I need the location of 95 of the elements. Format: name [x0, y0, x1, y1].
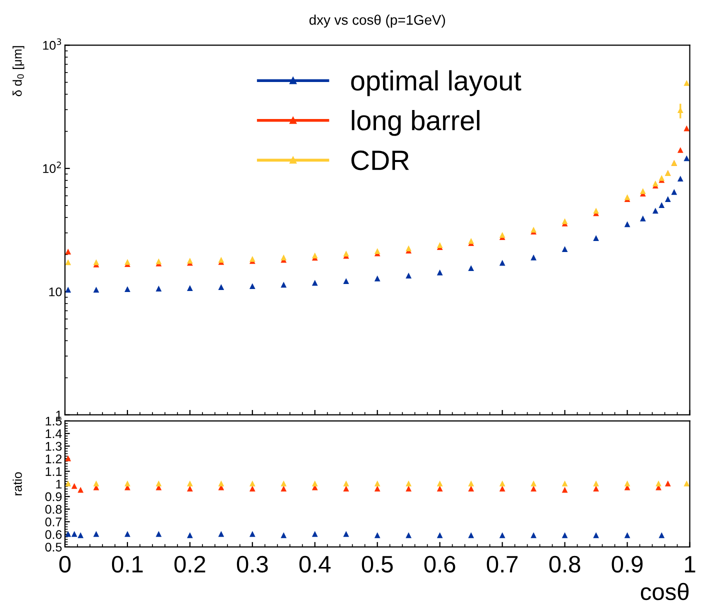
- point: [406, 486, 412, 492]
- point: [281, 255, 286, 260]
- point: [678, 148, 683, 153]
- x-tick-label: 1: [685, 556, 696, 572]
- point: [250, 532, 255, 537]
- y-tick-label: 0.9: [45, 492, 62, 502]
- point: [665, 196, 670, 202]
- point: [656, 481, 662, 486]
- point: [78, 488, 84, 493]
- chart-title: dxy vs cosθ (p=1GeV): [309, 14, 446, 28]
- point: [684, 126, 690, 132]
- point: [531, 481, 536, 486]
- point: [344, 481, 349, 486]
- y-tick-label: 10: [49, 287, 62, 296]
- point: [624, 481, 630, 486]
- x-tick-label: 0.1: [112, 556, 143, 573]
- point: [312, 253, 318, 258]
- point: [684, 80, 690, 86]
- point: [531, 255, 536, 260]
- point: [374, 486, 380, 492]
- point: [281, 481, 286, 486]
- x-tick-label: 0.7: [486, 556, 518, 573]
- y-tick-label: 0.6: [45, 530, 62, 539]
- point: [250, 481, 255, 486]
- point: [500, 232, 505, 238]
- point: [562, 481, 568, 486]
- point: [374, 248, 380, 254]
- point: [562, 246, 568, 252]
- point: [281, 486, 286, 492]
- point: [531, 486, 536, 492]
- point: [437, 242, 442, 248]
- x-tick-label: 0.5: [362, 556, 393, 573]
- point: [500, 486, 505, 492]
- point: [652, 181, 658, 186]
- point: [187, 481, 192, 486]
- point: [218, 481, 224, 486]
- legend-label: long barrel: [352, 110, 480, 136]
- point: [312, 532, 318, 537]
- point: [640, 216, 646, 222]
- point: [406, 481, 412, 486]
- point: [562, 488, 568, 493]
- y-axis-title: δ d$_{0}$ [μm]: [12, 46, 24, 96]
- point: [468, 481, 474, 486]
- y-axis-title: ratio: [12, 472, 22, 496]
- point: [665, 481, 670, 486]
- x-tick-label: 0.3: [236, 556, 268, 573]
- point: [66, 249, 71, 254]
- point: [344, 278, 349, 284]
- x-axis-title: cosθ: [640, 582, 689, 600]
- y-tick-label: 1.2: [46, 454, 62, 464]
- point: [406, 273, 412, 278]
- x-tick-label: 0.9: [612, 556, 643, 573]
- point: [437, 486, 442, 492]
- x-tick-label: 0.8: [549, 556, 580, 573]
- point: [374, 481, 380, 486]
- point: [344, 486, 349, 492]
- y-tick-label: 10$^{3}$: [43, 38, 62, 50]
- point: [437, 270, 442, 276]
- y-tick-label: 0.7: [45, 518, 62, 526]
- legend-label: optimal layout: [351, 70, 522, 96]
- point: [594, 481, 599, 486]
- point: [312, 481, 318, 486]
- point: [94, 532, 99, 537]
- y-tick-label: 1.3: [46, 442, 62, 451]
- point: [124, 260, 130, 265]
- point: [374, 276, 380, 282]
- y-tick-label: 1.1: [46, 467, 62, 476]
- point: [124, 532, 130, 537]
- point: [344, 532, 349, 537]
- point: [250, 486, 255, 492]
- point: [437, 481, 442, 486]
- point: [156, 481, 162, 486]
- point: [156, 532, 162, 537]
- x-tick-label: 0.6: [424, 556, 456, 573]
- point: [124, 481, 130, 486]
- point: [72, 532, 77, 537]
- point: [500, 481, 505, 486]
- point: [594, 486, 599, 492]
- legend-label: CDR: [351, 150, 409, 170]
- point: [187, 486, 192, 492]
- x-tick-label: 0.2: [174, 556, 206, 573]
- point: [640, 188, 646, 194]
- y-tick-label: 1: [56, 480, 62, 488]
- y-tick-label: 0.5: [45, 542, 62, 552]
- y-tick-label: 0.8: [45, 504, 62, 514]
- point: [72, 484, 77, 489]
- x-tick-label: 0.4: [299, 556, 331, 573]
- y-tick-label: 10$^{2}$: [43, 162, 61, 173]
- point: [94, 481, 99, 486]
- y-tick-label: 1.4: [46, 429, 62, 438]
- point: [684, 481, 690, 486]
- point: [218, 532, 224, 537]
- point: [468, 486, 474, 492]
- point: [672, 190, 677, 195]
- x-tick-label: 0: [59, 556, 71, 573]
